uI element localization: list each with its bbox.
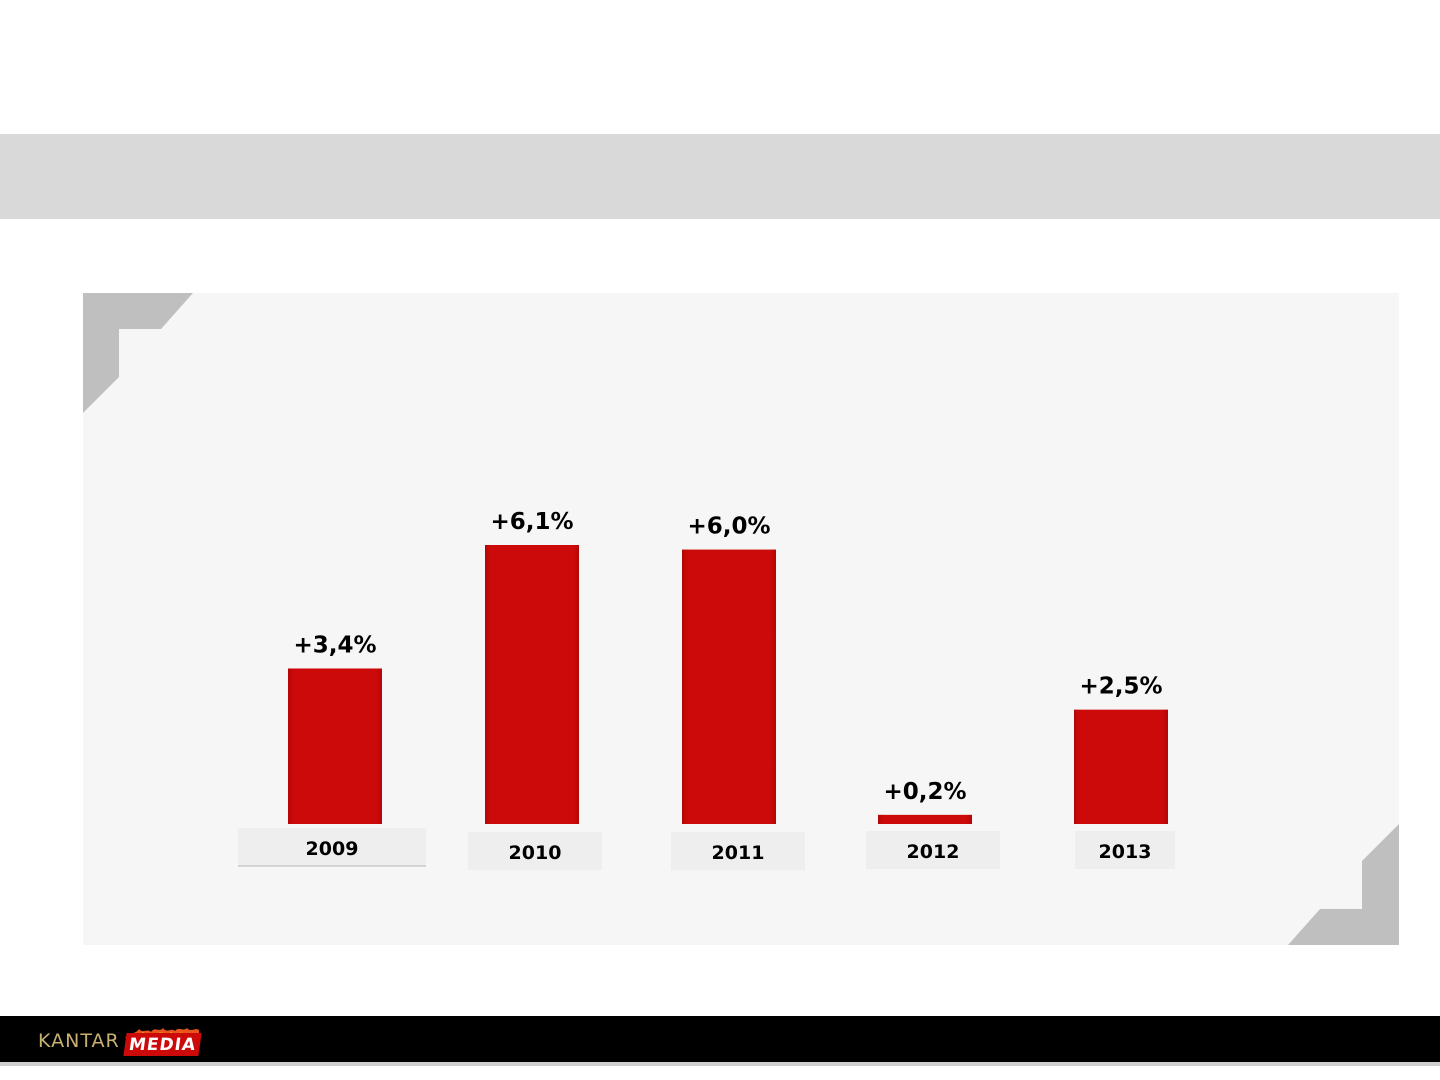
- category-box-2012: [866, 831, 1000, 869]
- data-label-2010: +6,1%: [490, 509, 573, 535]
- logo-kantar-text: KANTAR: [38, 1030, 120, 1052]
- bar-shade-2010: [485, 545, 579, 824]
- corner-bracket-top-left: [83, 293, 193, 413]
- category-label-2009: 2009: [306, 838, 359, 860]
- category-label-2012: 2012: [907, 841, 960, 863]
- kantar-media-logo: KANTAR MEDIA: [38, 1022, 202, 1056]
- bar-shade-2011: [682, 549, 776, 824]
- corner-bracket-bottom-right: [1288, 824, 1399, 945]
- category-label-2013: 2013: [1099, 841, 1152, 863]
- category-label-2011: 2011: [712, 842, 765, 864]
- footer-bar: [0, 1016, 1440, 1062]
- bar-shade-2009: [288, 668, 382, 824]
- bar-shade-2012: [878, 814, 972, 824]
- category-box-2010: [468, 832, 602, 870]
- bar-shade-2013: [1074, 709, 1168, 824]
- header-band: [0, 134, 1440, 219]
- logo-media-text: MEDIA: [123, 1033, 202, 1056]
- data-label-2011: +6,0%: [687, 514, 770, 540]
- category-box-2011: [671, 832, 805, 870]
- category-box-2009: [238, 828, 426, 866]
- category-box-2013: [1075, 831, 1175, 869]
- data-label-2013: +2,5%: [1079, 674, 1162, 700]
- data-label-2012: +0,2%: [883, 779, 966, 805]
- footer-divider: [0, 1062, 1440, 1066]
- category-label-2010: 2010: [509, 842, 562, 864]
- data-label-2009: +3,4%: [293, 632, 376, 658]
- logo-media-badge: MEDIA: [123, 1028, 202, 1056]
